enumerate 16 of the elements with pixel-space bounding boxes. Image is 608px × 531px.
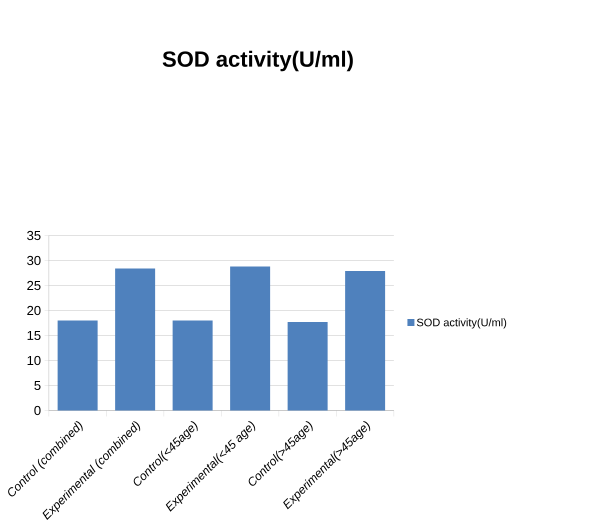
legend-label: SOD activity(U/ml) [416,318,506,329]
y-tick-label: 10 [28,356,41,366]
y-tick-label: 35 [27,230,41,240]
bar [230,266,270,410]
y-tick-label: 0 [34,406,41,416]
chart-title: SOD activity(U/ml) [162,50,353,72]
bar [115,268,156,410]
bar [172,320,213,410]
y-tick-label: 5 [34,380,41,390]
y-tick-label: 15 [28,330,41,340]
bar [58,320,98,410]
y-tick-label: 30 [27,256,41,266]
bar [288,322,328,410]
y-tick-label: 20 [27,306,41,316]
bar [345,271,386,410]
y-tick-label: 25 [27,280,41,290]
